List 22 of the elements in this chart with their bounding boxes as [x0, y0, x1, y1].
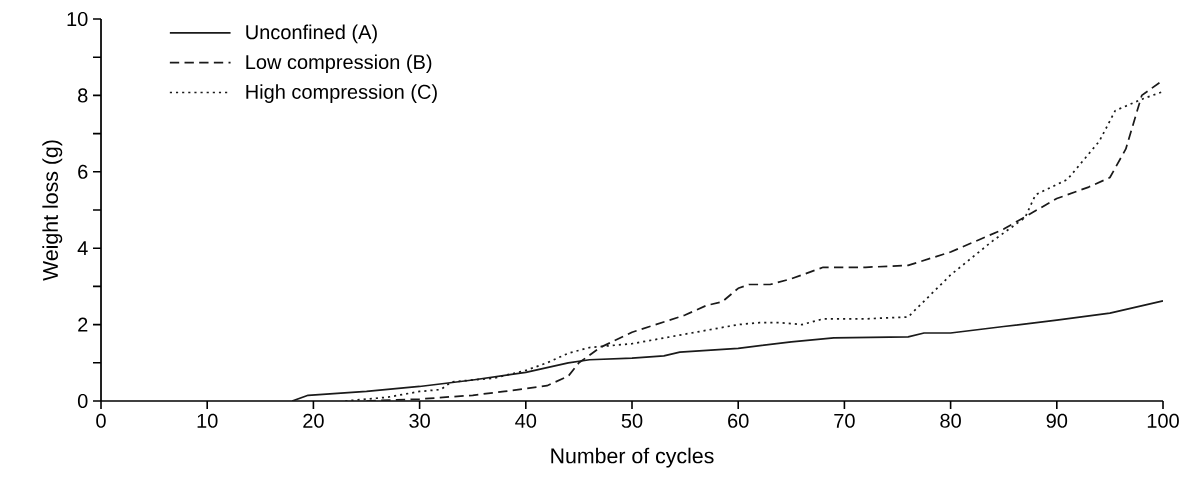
x-tick-label: 60	[728, 413, 749, 428]
x-tick-label: 20	[303, 413, 324, 428]
y-tick-label: 10	[67, 11, 88, 27]
legend-label: High compression (C)	[246, 84, 437, 103]
x-tick-label: 10	[197, 413, 218, 428]
x-tick-label: 80	[940, 413, 961, 428]
x-tick-label: 30	[409, 413, 430, 428]
x-tick-label: 40	[515, 413, 537, 428]
y-tick-label: 4	[77, 241, 88, 256]
x-axis-title: Number of cycles	[551, 447, 714, 468]
x-tick-label: 50	[621, 413, 643, 428]
x-tick-label: 70	[834, 413, 855, 428]
y-axis-title: Weight loss (g)	[42, 140, 63, 281]
legend-label: Low compression (B)	[246, 54, 432, 74]
x-tick-label: 90	[1046, 413, 1068, 428]
y-tick-label: 2	[78, 317, 88, 332]
x-tick-label: 0	[96, 413, 106, 428]
legend-label: Unconfined (A)	[246, 24, 377, 44]
x-tick-label: 100	[1147, 413, 1179, 428]
y-tick-label: 6	[78, 164, 88, 179]
y-tick-label: 8	[78, 88, 88, 103]
y-tick-label: 0	[77, 393, 88, 409]
